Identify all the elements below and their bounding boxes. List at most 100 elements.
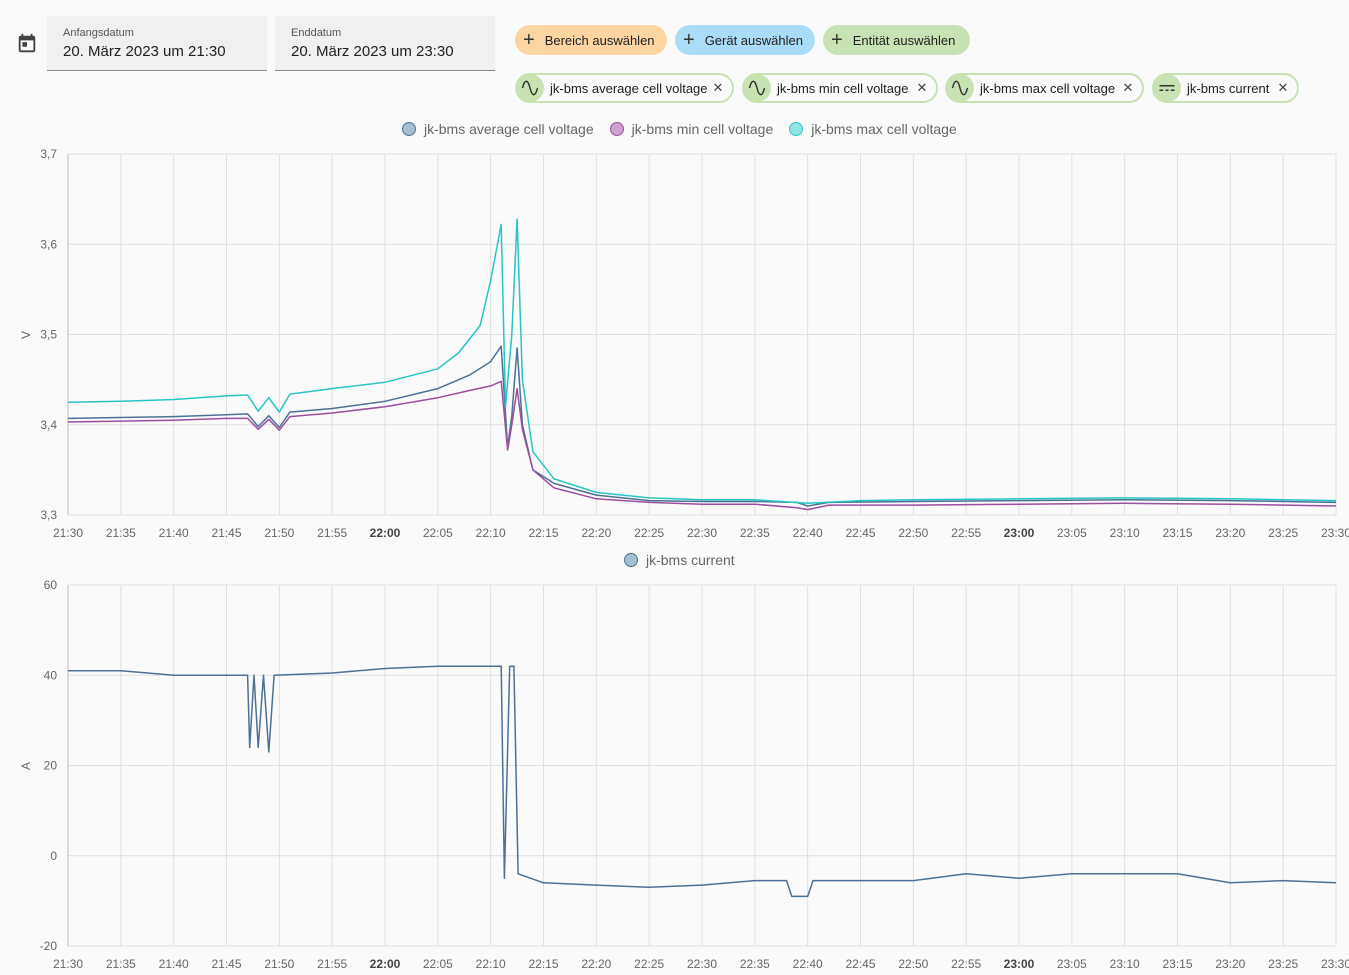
sine-wave-icon	[946, 74, 974, 102]
entity-chip-average-voltage[interactable]: jk-bms average cell voltage ✕	[515, 73, 734, 103]
x-tick-label: 22:05	[423, 957, 453, 971]
x-tick-label: 23:15	[1162, 957, 1192, 971]
x-tick-label: 22:55	[951, 526, 981, 540]
entity-chip-label: jk-bms average cell voltage	[550, 80, 708, 96]
series-line	[67, 345, 1337, 507]
x-tick-label: 22:10	[476, 957, 506, 971]
close-icon[interactable]: ✕	[712, 80, 724, 95]
y-tick-label: -20	[40, 939, 58, 953]
chart2-legend: jk-bms current	[624, 552, 735, 568]
legend-swatch-min[interactable]	[609, 122, 624, 136]
start-date-field[interactable]: Anfangsdatum 20. März 2023 um 21:30	[47, 16, 267, 71]
entity-chip-current[interactable]: jk-bms current ✕	[1152, 73, 1299, 103]
x-tick-label: 22:40	[793, 957, 823, 971]
y-tick-label: 60	[44, 578, 58, 592]
sine-wave-icon	[516, 74, 544, 102]
legend-swatch-average[interactable]	[402, 122, 416, 136]
x-tick-label: 23:30	[1321, 957, 1349, 971]
legend-label-min[interactable]: jk-bms min cell voltage	[631, 121, 774, 137]
x-tick-label: 21:45	[211, 957, 241, 971]
add-area-label: Bereich auswählen	[544, 32, 655, 48]
add-device-button[interactable]: + Gerät auswählen	[675, 25, 815, 55]
y-axis-label: V	[19, 331, 33, 339]
end-date-label: Enddatum	[291, 27, 342, 39]
x-tick-label: 22:45	[845, 526, 875, 540]
legend-swatch-current[interactable]	[624, 553, 638, 567]
chart1-legend: jk-bms average cell voltage jk-bms min c…	[402, 121, 957, 137]
x-tick-label: 23:05	[1057, 957, 1087, 971]
plus-icon: +	[683, 29, 695, 51]
y-tick-label: 3,7	[40, 147, 57, 161]
calendar-icon[interactable]	[16, 33, 38, 55]
x-tick-label: 22:15	[528, 957, 558, 971]
x-tick-label: 22:00	[370, 526, 401, 540]
x-tick-label: 23:20	[1215, 957, 1245, 971]
entity-chip-label: jk-bms min cell voltage	[777, 80, 909, 96]
x-tick-label: 23:30	[1321, 526, 1349, 540]
x-tick-label: 22:50	[898, 526, 928, 540]
entity-chip-label: jk-bms max cell voltage	[980, 80, 1116, 96]
x-tick-label: 22:15	[528, 526, 558, 540]
y-tick-label: 3,6	[40, 237, 57, 251]
y-tick-label: 40	[44, 668, 58, 682]
y-tick-label: 3,5	[40, 328, 57, 342]
x-tick-label: 22:00	[370, 957, 401, 971]
x-tick-label: 22:30	[687, 957, 717, 971]
add-entity-label: Entität auswählen	[852, 32, 956, 48]
y-axis-label: A	[19, 762, 33, 770]
x-tick-label: 22:25	[634, 526, 664, 540]
series-line	[67, 218, 1337, 505]
x-tick-label: 23:05	[1057, 526, 1087, 540]
x-tick-label: 22:20	[581, 526, 611, 540]
current-dc-icon	[1153, 74, 1181, 102]
legend-label-max[interactable]: jk-bms max cell voltage	[811, 121, 957, 137]
x-tick-label: 22:35	[740, 526, 770, 540]
plus-icon: +	[831, 29, 843, 51]
legend-label-average[interactable]: jk-bms average cell voltage	[424, 121, 594, 137]
x-tick-label: 22:30	[687, 526, 717, 540]
x-tick-label: 21:55	[317, 526, 347, 540]
x-tick-label: 21:45	[211, 526, 241, 540]
x-tick-label: 22:50	[898, 957, 928, 971]
y-tick-label: 3,4	[40, 418, 57, 432]
sine-wave-icon	[743, 74, 771, 102]
entity-chip-min-voltage[interactable]: jk-bms min cell voltage ✕	[742, 73, 938, 103]
plus-icon: +	[523, 29, 535, 51]
x-tick-label: 22:45	[845, 957, 875, 971]
x-tick-label: 22:55	[951, 957, 981, 971]
add-area-button[interactable]: + Bereich auswählen	[515, 25, 667, 55]
x-tick-label: 23:00	[1004, 957, 1035, 971]
x-tick-label: 22:40	[793, 526, 823, 540]
x-tick-label: 22:25	[634, 957, 664, 971]
close-icon[interactable]: ✕	[1277, 80, 1289, 95]
x-tick-label: 21:50	[264, 526, 294, 540]
x-tick-label: 21:30	[53, 526, 83, 540]
add-entity-button[interactable]: + Entität auswählen	[823, 25, 970, 55]
x-tick-label: 22:35	[740, 957, 770, 971]
y-tick-label: 20	[44, 759, 58, 773]
x-tick-label: 23:20	[1215, 526, 1245, 540]
end-date-value[interactable]: 20. März 2023 um 23:30	[291, 43, 454, 60]
x-tick-label: 22:20	[581, 957, 611, 971]
x-tick-label: 21:40	[159, 526, 189, 540]
start-date-value[interactable]: 20. März 2023 um 21:30	[63, 43, 226, 60]
x-tick-label: 23:25	[1268, 957, 1298, 971]
close-icon[interactable]: ✕	[916, 80, 928, 95]
x-tick-label: 21:55	[317, 957, 347, 971]
x-tick-label: 21:35	[106, 526, 136, 540]
x-tick-label: 23:10	[1110, 526, 1140, 540]
y-tick-label: 3,3	[40, 508, 57, 522]
series-line	[68, 665, 1337, 898]
x-tick-label: 21:30	[53, 957, 83, 971]
end-date-field[interactable]: Enddatum 20. März 2023 um 23:30	[275, 16, 495, 71]
series-line	[67, 380, 1337, 511]
legend-swatch-max[interactable]	[789, 122, 804, 136]
legend-label-current[interactable]: jk-bms current	[646, 552, 735, 568]
x-tick-label: 21:40	[159, 957, 189, 971]
add-device-label: Gerät auswählen	[704, 32, 803, 48]
entity-chip-max-voltage[interactable]: jk-bms max cell voltage ✕	[945, 73, 1144, 103]
x-tick-label: 21:35	[106, 957, 136, 971]
x-tick-label: 23:00	[1004, 526, 1035, 540]
close-icon[interactable]: ✕	[1122, 80, 1134, 95]
